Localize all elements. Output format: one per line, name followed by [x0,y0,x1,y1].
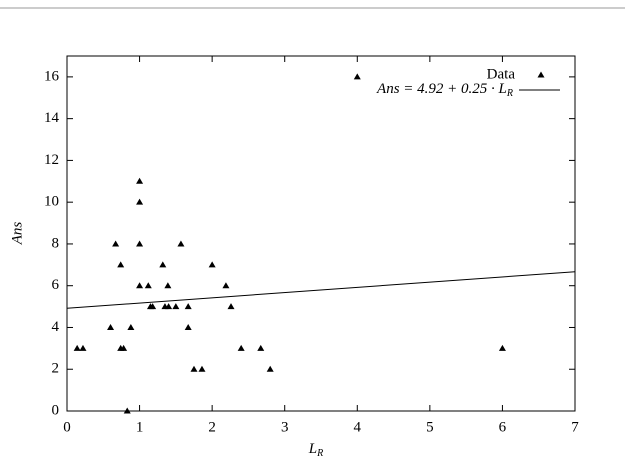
data-point [149,303,157,310]
data-point [198,365,206,372]
y-tick-label: 4 [52,319,60,335]
y-tick-label: 14 [44,110,60,126]
x-axis-label-sub: R [316,448,323,459]
data-point [222,282,230,289]
plot-frame [66,55,576,412]
x-axis-label-main: L [308,441,317,457]
data-point [498,344,506,351]
data-point [159,261,167,268]
legend-marker [537,71,545,78]
data-point [73,344,81,351]
data-point [266,365,274,372]
legend-label: Ans = 4.92 + 0.25 · LR [376,81,513,99]
data-point [117,261,125,268]
x-tick-label: 4 [354,419,362,435]
y-tick-label: 16 [44,68,60,84]
x-tick-label: 7 [571,419,579,435]
data-point [184,323,192,330]
data-point [165,303,173,310]
x-tick-label: 0 [63,419,71,435]
data-point [353,73,361,80]
data-point [257,344,265,351]
data-point [144,282,152,289]
x-tick-label: 1 [136,419,144,435]
data-point [127,323,135,330]
legend-label-main: Ans = 4.92 + 0.25 · L [376,81,507,97]
x-tick-label: 3 [281,419,289,435]
data-point [123,407,131,414]
data-point [237,344,245,351]
data-point [120,344,128,351]
x-tick-label: 2 [208,419,216,435]
legend-label: Data [487,66,516,82]
data-point [112,240,120,247]
fit-line [66,271,576,309]
y-tick-label: 2 [52,361,60,377]
data-point [136,198,144,205]
data-point [136,177,144,184]
legend-label-sub: R [506,88,513,99]
data-point [79,344,87,351]
data-point [136,240,144,247]
data-point [227,303,235,310]
data-point [184,303,192,310]
data-point [177,240,185,247]
x-axis-label: LR [308,441,323,459]
x-tick-label: 6 [499,419,507,435]
data-point [208,261,216,268]
data-point [107,323,115,330]
y-axis-label: Ans [9,222,25,246]
data-point [136,282,144,289]
data-point [190,365,198,372]
y-tick-label: 0 [52,402,60,418]
x-tick-label: 5 [426,419,434,435]
y-tick-label: 8 [52,235,60,251]
data-point [172,303,180,310]
y-tick-label: 10 [44,194,59,210]
y-tick-label: 6 [52,277,60,293]
y-tick-label: 12 [44,152,59,168]
data-point [164,282,172,289]
